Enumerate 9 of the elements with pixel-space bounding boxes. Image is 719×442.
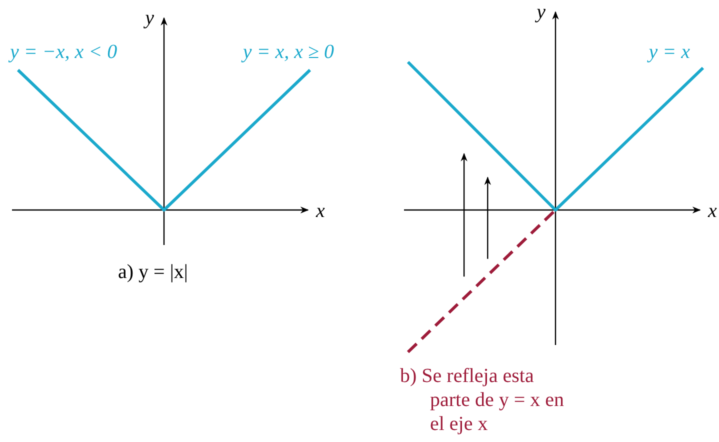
y-axis-title: y <box>143 7 154 29</box>
text: y = −x, x < 0 <box>8 41 118 63</box>
annotation: y = x <box>646 41 690 63</box>
y-axis-title: y <box>534 1 546 23</box>
text: a) y = |x| <box>118 261 188 283</box>
x-axis-title: x <box>707 200 717 222</box>
text: b) Se refleja esta parte de y = x en el eje x <box>400 365 564 435</box>
x-axis-title: x <box>315 200 325 222</box>
text: y = x, x ≥ 0 <box>240 41 334 63</box>
